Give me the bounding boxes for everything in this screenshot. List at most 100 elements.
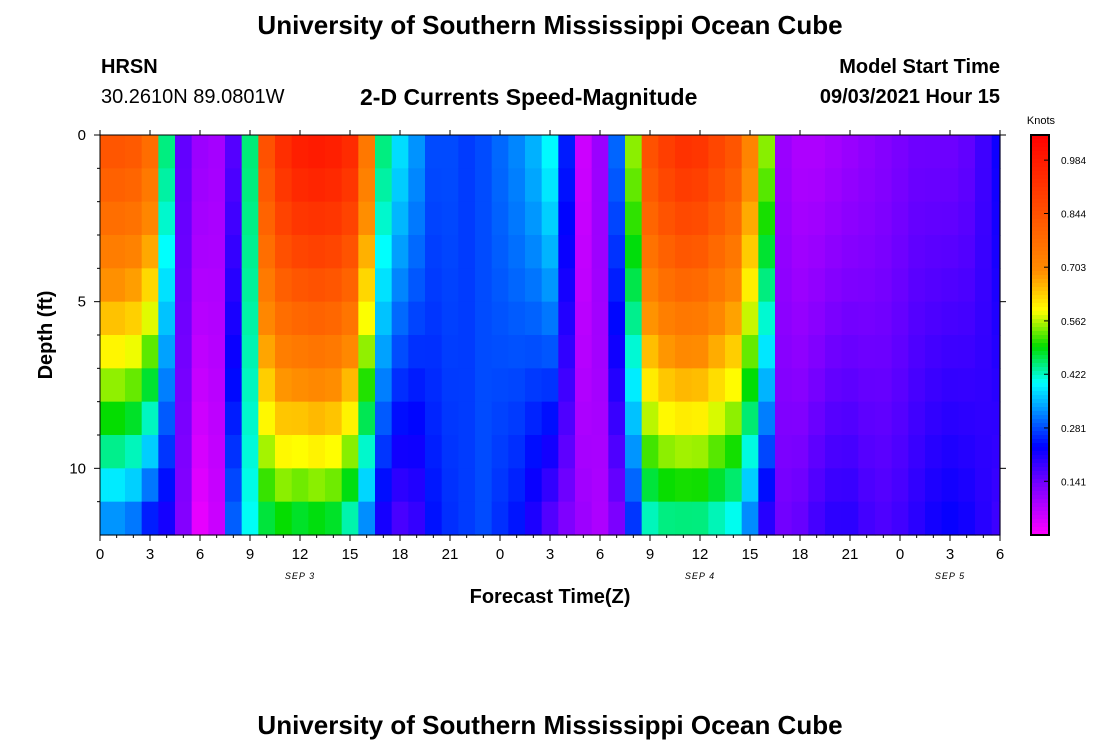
date-label: SEP 4: [685, 571, 715, 581]
heatmap-cell: [358, 301, 376, 336]
heatmap-cell: [225, 201, 243, 236]
heatmap-cell: [758, 468, 776, 503]
heatmap-cell: [825, 335, 843, 369]
heatmap-cell: [391, 135, 409, 169]
heatmap-cell: [858, 368, 876, 403]
colorbar-segment: [1031, 139, 1049, 144]
heatmap-cell: [158, 135, 176, 169]
colorbar-segment: [1031, 175, 1049, 180]
heatmap-cell: [408, 501, 426, 536]
heatmap-cell: [391, 468, 409, 503]
heatmap-cell: [408, 201, 426, 236]
heatmap-cell: [841, 435, 859, 469]
heatmap-cell: [291, 335, 309, 369]
date-label: SEP 3: [285, 571, 315, 581]
heatmap-cell: [875, 368, 893, 403]
heatmap-cell: [108, 268, 126, 303]
heatmap-cell: [541, 468, 559, 503]
heatmap-cell: [125, 201, 143, 236]
colorbar-segment: [1031, 491, 1049, 496]
heatmap-cell: [108, 335, 126, 369]
colorbar-segment: [1031, 463, 1049, 468]
heatmap-cell: [741, 468, 759, 503]
heatmap-cell: [791, 268, 809, 303]
heatmap-cell: [675, 168, 693, 203]
heatmap-cell: [241, 201, 259, 236]
heatmap-cell: [758, 135, 776, 169]
colorbar-segment: [1031, 143, 1049, 148]
heatmap-cell: [808, 268, 826, 303]
heatmap-cell: [325, 168, 343, 203]
heatmap-cell: [925, 235, 943, 269]
heatmap-cell: [841, 235, 859, 269]
heatmap-cell: [375, 268, 393, 303]
heatmap-cell: [575, 301, 593, 336]
heatmap-cell: [525, 335, 543, 369]
colorbar-segment: [1031, 183, 1049, 188]
heatmap-cell: [575, 368, 593, 403]
heatmap-cell: [308, 501, 326, 536]
heatmap-cell: [891, 168, 909, 203]
heatmap-cell: [275, 435, 293, 469]
heatmap-cell: [975, 135, 993, 169]
heatmap-cell: [508, 335, 526, 369]
heatmap-cell: [991, 201, 1001, 236]
heatmap-cell: [725, 435, 743, 469]
heatmap-cell: [375, 301, 393, 336]
colorbar-segment: [1031, 403, 1049, 408]
x-tick-label: 15: [342, 546, 359, 563]
heatmap-cell: [741, 268, 759, 303]
heatmap-cell: [100, 135, 109, 169]
heatmap-cell: [458, 401, 476, 436]
heatmap-cell: [891, 268, 909, 303]
heatmap-cell: [425, 335, 443, 369]
heatmap-cell: [975, 235, 993, 269]
heatmap-cell: [325, 235, 343, 269]
heatmap-cell: [741, 335, 759, 369]
heatmap-cell: [591, 268, 609, 303]
heatmap-cell: [291, 235, 309, 269]
heatmap-cell: [941, 168, 959, 203]
heatmap-cell: [658, 201, 676, 236]
heatmap-cell: [758, 435, 776, 469]
heatmap-cell: [875, 268, 893, 303]
heatmap-cell: [275, 235, 293, 269]
heatmap-cell: [458, 435, 476, 469]
heatmap-cell: [825, 235, 843, 269]
x-tick-label: 3: [946, 546, 954, 563]
heatmap-cell: [275, 268, 293, 303]
x-tick-label: 3: [546, 546, 554, 563]
heatmap-cell: [100, 301, 109, 336]
heatmap-cell: [491, 168, 509, 203]
heatmap-cell: [591, 435, 609, 469]
colorbar-segment: [1031, 199, 1049, 204]
heatmap-cell: [258, 501, 276, 536]
heatmap-cell: [175, 368, 193, 403]
heatmap-cell: [375, 235, 393, 269]
heatmap-cell: [808, 335, 826, 369]
heatmap-cell: [408, 435, 426, 469]
heatmap-cell: [708, 135, 726, 169]
heatmap-cell: [100, 468, 109, 503]
heatmap-cell: [275, 135, 293, 169]
heatmap-cell: [675, 135, 693, 169]
heatmap-cell: [608, 268, 626, 303]
heatmap-cell: [241, 168, 259, 203]
heatmap-cell: [625, 235, 643, 269]
heatmap-cell: [791, 368, 809, 403]
heatmap-cell: [741, 135, 759, 169]
heatmap-cell: [341, 368, 359, 403]
heatmap-cell: [241, 268, 259, 303]
heatmap-cell: [175, 301, 193, 336]
heatmap-cell: [525, 501, 543, 536]
heatmap-cell: [158, 435, 176, 469]
heatmap-cell: [375, 401, 393, 436]
date-label: SEP 5: [935, 571, 965, 581]
heatmap-cell: [808, 501, 826, 536]
heatmap-cell: [458, 501, 476, 536]
heatmap-cell: [558, 435, 576, 469]
colorbar-segment: [1031, 163, 1049, 168]
heatmap-cell: [908, 468, 926, 503]
heatmap-cell: [875, 335, 893, 369]
heatmap-cell: [558, 335, 576, 369]
